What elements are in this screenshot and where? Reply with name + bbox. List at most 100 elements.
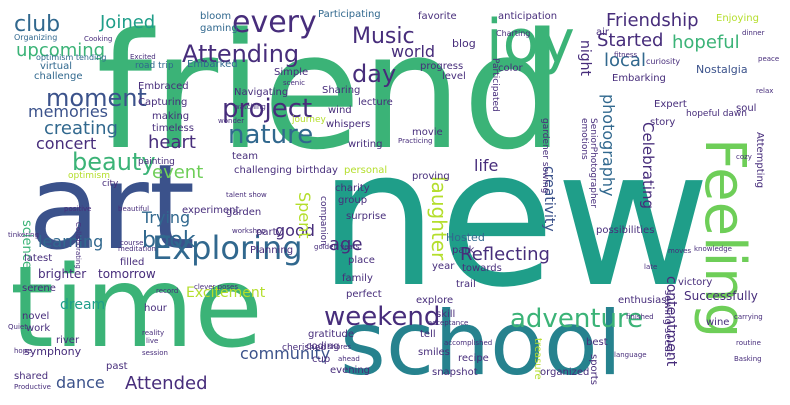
word-moves: moves <box>668 247 692 255</box>
word-laughter: laughter <box>427 176 451 261</box>
word-relax: relax <box>756 87 774 95</box>
word-started: Started <box>597 30 664 51</box>
word-science: science <box>19 220 34 269</box>
word-tell: tell <box>420 329 436 340</box>
word-joy: joy <box>486 7 575 77</box>
word-sowing-seeds: sowing seeds <box>662 290 673 358</box>
word-towards: towards <box>462 263 502 274</box>
word-time: time <box>10 243 264 373</box>
word-favorite: favorite <box>418 11 457 22</box>
word-victory: victory <box>678 277 713 288</box>
word-cherished: cherished <box>282 343 327 353</box>
word-scenic: scenic <box>283 79 306 87</box>
word-record: record <box>156 287 179 295</box>
word-upcoming: upcoming <box>16 40 106 61</box>
word-spent: Spent <box>295 192 314 239</box>
word-local: local <box>604 50 646 71</box>
word-charting: Charting <box>496 29 531 38</box>
word-good: good <box>275 221 315 240</box>
word-hope: hope <box>14 347 32 355</box>
word-adventure: adventure <box>510 304 644 334</box>
word-latest: latest <box>24 253 53 264</box>
word-night: night <box>577 40 593 77</box>
word-memories: memories <box>28 102 109 121</box>
word-golden-years: golden years <box>314 243 360 251</box>
word-weekend: weekend <box>324 302 441 332</box>
word-treasure: treasure <box>532 338 543 380</box>
word-carrying: carrying <box>734 313 763 321</box>
word-sports: sports <box>588 354 599 385</box>
word-brighter: brighter <box>38 267 87 281</box>
word-soul: soul <box>736 103 757 114</box>
word-event: event <box>152 162 204 183</box>
word-embraced: Embraced <box>138 81 189 92</box>
word-world: world <box>391 42 436 61</box>
word-expert: Expert <box>654 99 687 110</box>
word-coding: coding <box>306 341 340 352</box>
word-road-trip: road trip <box>135 61 174 71</box>
word-quiet: Quiet <box>8 323 27 331</box>
word-seniorphotographer: SeniorPhotographer <box>588 118 598 208</box>
word-feeling: Feeling <box>692 138 757 339</box>
word-novel: novel <box>22 311 50 322</box>
word-possibilities: possibilities <box>596 225 655 236</box>
word-productive: Productive <box>14 383 51 391</box>
word-enthusiast: enthusiast <box>618 295 671 306</box>
word-nostalgia: Nostalgia <box>696 63 748 76</box>
word-hopeful: hopeful <box>672 32 740 53</box>
word-exploring: Exploring <box>152 229 303 267</box>
word-peace: peace <box>758 55 780 63</box>
word-successfully: Successfully <box>684 289 758 303</box>
word-project: project <box>222 94 313 124</box>
word-wind: wind <box>328 105 352 116</box>
word-reflecting: Reflecting <box>460 244 550 265</box>
word-creating: creating <box>44 118 118 139</box>
word-shared: shared <box>14 371 49 382</box>
word-level: level <box>442 71 466 82</box>
word-work: work <box>26 323 51 334</box>
word-gardener-sowing: gardener sowing <box>540 118 550 194</box>
word-companion: companion <box>318 196 328 246</box>
word-wine: wine <box>706 317 730 328</box>
word-school: school <box>340 292 623 395</box>
word-park: park <box>452 245 475 256</box>
word-nature: nature <box>228 120 314 150</box>
word-attended: Attended <box>125 373 208 394</box>
word-story: story <box>650 117 676 128</box>
word-language: language <box>614 351 647 359</box>
word-attending: Attending <box>182 40 300 68</box>
word-evening: evening <box>330 365 371 376</box>
word-curiosity: curiosity <box>646 57 681 66</box>
word-blog: blog <box>452 37 476 50</box>
word-friendship: Friendship <box>606 10 699 31</box>
word-garden: garden <box>226 207 262 218</box>
word-celebrating: Celebrating <box>639 122 657 210</box>
word-dance: dance <box>56 373 105 392</box>
word-wonder: wonder <box>218 117 245 125</box>
word-life: life <box>474 156 499 175</box>
word-challenge: challenge <box>34 71 83 82</box>
word-dream: dream <box>60 297 106 313</box>
word-bloom: bloom <box>200 11 232 22</box>
word-excited: Excited <box>130 53 156 61</box>
word-emotions: emotions <box>579 118 589 160</box>
word-gaming: gaming <box>200 23 238 34</box>
word-participated: Participated <box>490 58 500 112</box>
word-movie: movie <box>412 127 443 138</box>
word-lecture: lecture <box>358 97 393 108</box>
word-sharing: Sharing <box>322 85 361 96</box>
word-experiment: experiment <box>182 205 240 216</box>
word-enjoying: Enjoying <box>716 13 759 24</box>
word-accomplished: accomplished <box>444 339 493 347</box>
word-excitement: Excitement <box>186 285 266 301</box>
word-party: party <box>256 227 283 238</box>
word-whispers: whispers <box>326 119 371 130</box>
word-optimism: optimism <box>68 171 110 181</box>
word-beauty: beauty <box>72 148 156 176</box>
word-music: Music <box>352 24 415 49</box>
word-surprise: surprise <box>346 211 387 222</box>
word-embarked: Embarked <box>187 59 238 70</box>
word-timeless: timeless <box>152 123 194 134</box>
word-course: course <box>120 239 144 247</box>
word-embarking: Embarking <box>612 73 666 84</box>
